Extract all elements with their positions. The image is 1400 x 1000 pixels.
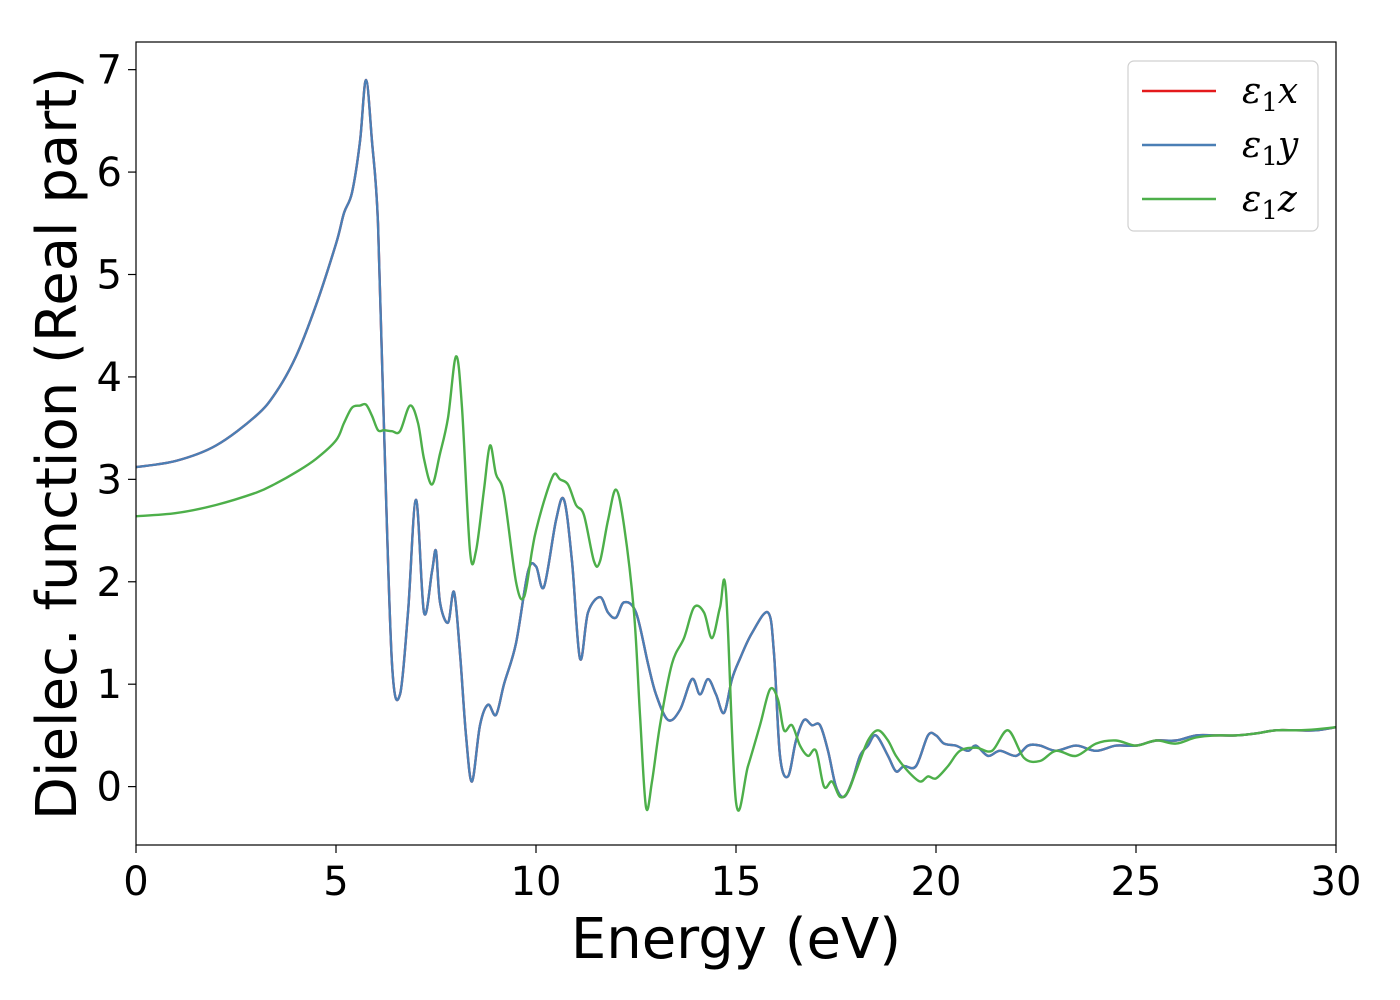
series-line-z (136, 355, 1336, 812)
y-tick-label: 5 (97, 253, 122, 299)
x-tick-label: 25 (1111, 859, 1162, 905)
x-tick-label: 20 (911, 859, 962, 905)
x-tick-label: 5 (323, 859, 348, 905)
y-tick-label: 7 (97, 48, 122, 94)
legend-label-z: ε1z (1242, 179, 1298, 226)
x-tick-label: 15 (711, 859, 762, 905)
y-tick-label: 2 (97, 560, 122, 606)
x-axis-label: Energy (eV) (571, 907, 901, 972)
y-tick-label: 1 (97, 662, 122, 708)
plot-lines (136, 78, 1336, 812)
x-tick-label: 0 (123, 859, 148, 905)
y-tick-label: 0 (97, 765, 122, 811)
y-tick-label: 3 (97, 457, 122, 503)
x-axis-ticks: 0 5 10 15 20 25 30 (123, 845, 1361, 905)
legend-box (1127, 60, 1319, 232)
y-tick-label: 4 (97, 355, 122, 401)
legend: ε1x ε1y ε1z (1127, 60, 1319, 232)
legend-label-y: ε1y (1242, 125, 1299, 172)
series-line-y (136, 78, 1336, 799)
y-axis-ticks: 0 1 2 3 4 5 6 7 (97, 48, 136, 811)
x-tick-label: 10 (511, 859, 562, 905)
x-tick-label: 30 (1311, 859, 1362, 905)
legend-label-x: ε1x (1242, 71, 1298, 118)
y-axis-label: Dielec. function (Real part) (25, 67, 90, 820)
y-tick-label: 6 (97, 150, 122, 196)
